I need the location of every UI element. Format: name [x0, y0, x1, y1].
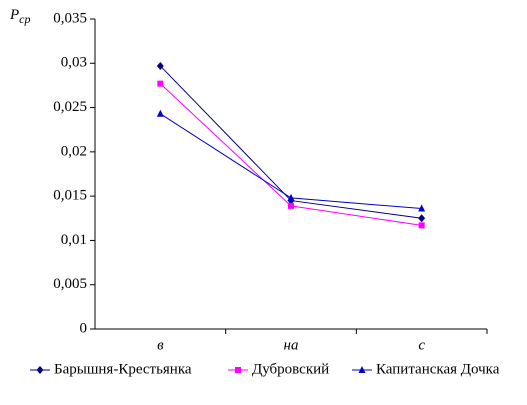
point [235, 367, 241, 373]
y-tick-label: 0,005 [53, 276, 87, 292]
x-tick-label: с [418, 337, 425, 353]
x-tick-label: на [284, 337, 299, 353]
x-tick-label: в [157, 337, 164, 353]
y-tick-label: 0 [80, 320, 88, 336]
y-tick-label: 0,02 [61, 143, 87, 159]
point [358, 366, 366, 373]
y-axis-label: Pср [9, 7, 31, 25]
legend-label: Барышня-Крестьянка [54, 361, 192, 377]
y-tick-label: 0,025 [53, 99, 87, 115]
legend-label: Капитанская Дочка [376, 361, 500, 377]
point [36, 366, 44, 374]
legend-label: Дубровский [252, 361, 329, 377]
y-label-symbol: P [9, 7, 19, 23]
y-tick-label: 0,015 [53, 188, 87, 204]
point [288, 202, 294, 209]
y-tick-label: 0,035 [53, 10, 87, 26]
point [418, 204, 426, 212]
point [418, 214, 426, 223]
point [418, 222, 425, 229]
point [157, 80, 164, 87]
y-label-subscript: ср [19, 12, 30, 26]
point [156, 109, 164, 117]
y-tick-label: 0,03 [61, 55, 87, 71]
y-tick-label: 0,01 [61, 232, 87, 248]
point [287, 193, 295, 201]
point [156, 61, 164, 70]
